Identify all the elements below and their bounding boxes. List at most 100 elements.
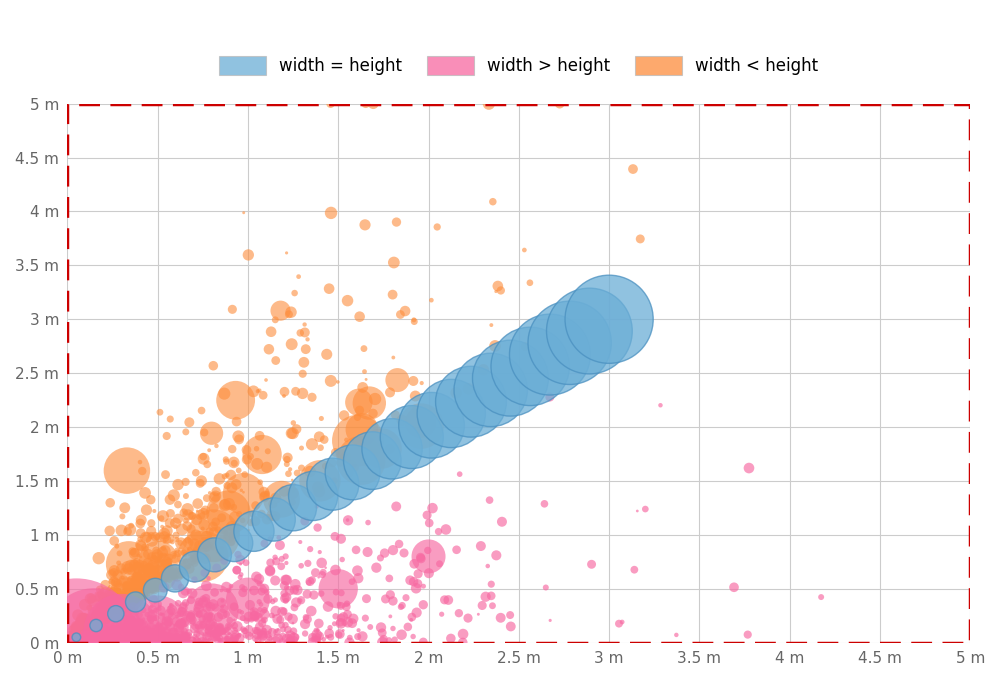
Point (71, 629, 87, 639)
Point (382, 387, 398, 398)
Point (82, 593, 98, 604)
Point (235, 515, 251, 526)
Point (74, 626, 90, 637)
Point (115, 636, 131, 647)
Point (351, 397, 367, 408)
Point (295, 368, 311, 379)
Point (156, 562, 172, 573)
Point (201, 625, 217, 636)
Point (443, 408, 459, 419)
Point (72, 626, 88, 637)
Point (190, 636, 206, 647)
Point (196, 520, 212, 530)
Point (614, 616, 630, 627)
Point (256, 624, 272, 635)
Point (70, 627, 86, 637)
Point (130, 615, 146, 626)
Point (87, 616, 103, 627)
Point (210, 524, 226, 535)
Point (164, 571, 180, 582)
Point (78, 620, 94, 631)
Point (226, 502, 242, 513)
Point (133, 569, 149, 580)
Point (100, 636, 116, 647)
Point (111, 634, 127, 645)
Point (94, 615, 110, 626)
Point (118, 612, 134, 622)
Point (78, 620, 94, 631)
Point (60, 637, 76, 648)
Point (249, 458, 265, 469)
Point (164, 600, 180, 611)
Point (65, 632, 81, 643)
Point (80, 618, 96, 629)
Point (69, 626, 85, 637)
Point (247, 633, 263, 644)
Point (316, 434, 332, 445)
Point (106, 609, 122, 620)
Point (172, 556, 188, 567)
Point (264, 610, 280, 621)
Point (357, 219, 373, 230)
Point (162, 413, 178, 424)
Point (167, 573, 183, 584)
Point (90, 616, 106, 627)
Point (92, 634, 108, 645)
Point (151, 633, 167, 644)
Point (193, 475, 209, 486)
Point (171, 618, 187, 629)
Point (218, 609, 234, 620)
Point (517, 341, 533, 352)
Point (62, 637, 78, 648)
Point (79, 616, 95, 627)
Point (155, 577, 171, 588)
Point (132, 583, 148, 594)
Point (87, 614, 103, 624)
Point (98, 598, 114, 609)
Point (143, 633, 159, 644)
Point (169, 580, 185, 590)
Point (88, 630, 104, 641)
Point (516, 244, 532, 255)
Point (135, 634, 151, 645)
Point (150, 599, 166, 609)
Point (202, 611, 218, 622)
Point (153, 576, 169, 587)
Point (96, 613, 112, 624)
Point (163, 567, 179, 577)
Point (333, 612, 349, 623)
Point (391, 539, 407, 550)
Point (73, 625, 89, 636)
Point (74, 627, 90, 638)
Point (147, 563, 163, 574)
Point (124, 624, 140, 635)
Point (169, 570, 185, 581)
Point (219, 626, 235, 637)
Point (127, 595, 143, 605)
Point (89, 617, 105, 628)
Point (279, 459, 295, 470)
Point (76, 624, 92, 635)
Point (187, 634, 203, 645)
Point (108, 586, 124, 597)
Point (108, 577, 124, 588)
Point (203, 612, 219, 622)
Point (130, 562, 146, 573)
Point (215, 528, 231, 539)
Point (311, 486, 327, 497)
Point (245, 605, 261, 616)
Point (128, 577, 144, 588)
Point (652, 400, 668, 411)
Point (311, 431, 327, 442)
Point (481, 98, 497, 109)
Point (340, 295, 356, 306)
Point (288, 386, 304, 397)
Point (87, 620, 103, 631)
Point (385, 289, 401, 300)
Point (98, 595, 114, 606)
Point (350, 573, 366, 584)
Point (256, 583, 272, 594)
Point (484, 600, 500, 611)
Point (480, 560, 496, 571)
Point (278, 575, 294, 586)
